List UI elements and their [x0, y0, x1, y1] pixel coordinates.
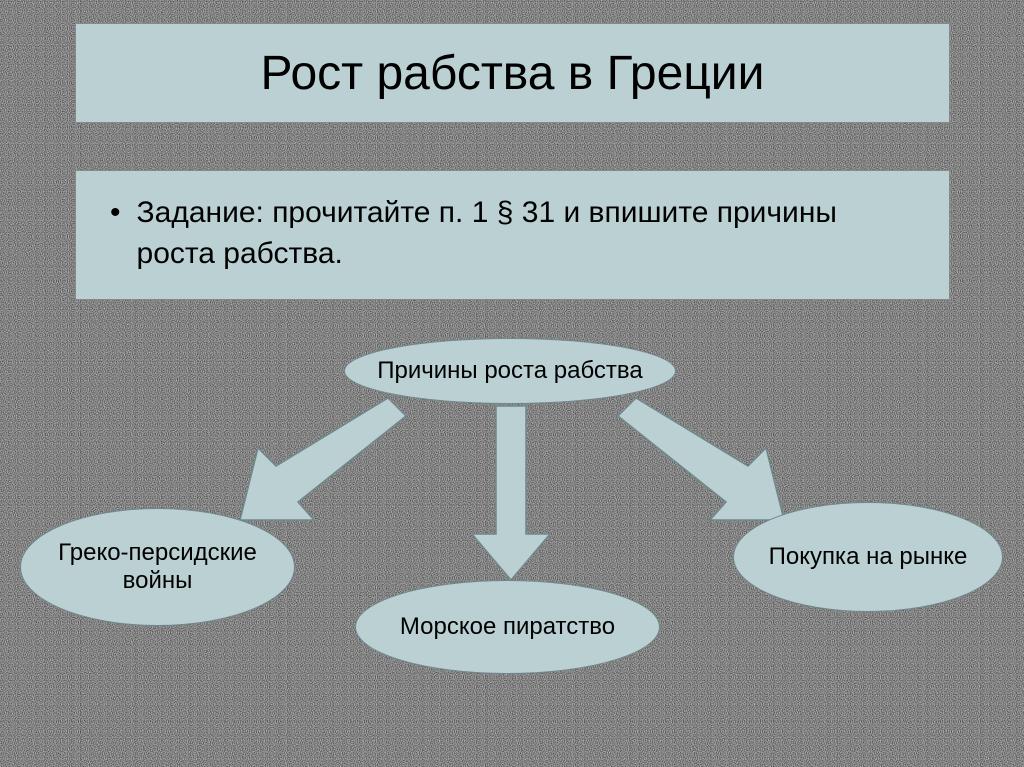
task-bullet-row: • Задание: прочитайте п. 1 § 31 и впишит… [110, 193, 915, 274]
task-text: Задание: прочитайте п. 1 § 31 и впишите … [137, 193, 915, 274]
child-label-2: Покупка на рынке [769, 543, 968, 571]
bullet-icon: • [110, 193, 121, 232]
diagram-child-node: Покупка на рынке [733, 502, 1003, 612]
arrow-right [606, 396, 806, 526]
slide-title: Рост рабства в Греции [261, 46, 765, 101]
child-label-1: Морское пиратство [400, 613, 615, 641]
arrow-left [218, 396, 418, 526]
diagram-child-node: Греко-персидские войны [20, 508, 295, 626]
diagram-child-node: Морское пиратство [355, 580, 660, 674]
title-box: Рост рабства в Греции [75, 23, 950, 123]
root-label: Причины роста рабства [377, 357, 643, 385]
task-box: • Задание: прочитайте п. 1 § 31 и впишит… [75, 170, 950, 300]
child-label-0: Греко-персидские войны [35, 539, 280, 595]
arrow-down [468, 404, 554, 584]
diagram-root-node: Причины роста рабства [344, 338, 676, 404]
